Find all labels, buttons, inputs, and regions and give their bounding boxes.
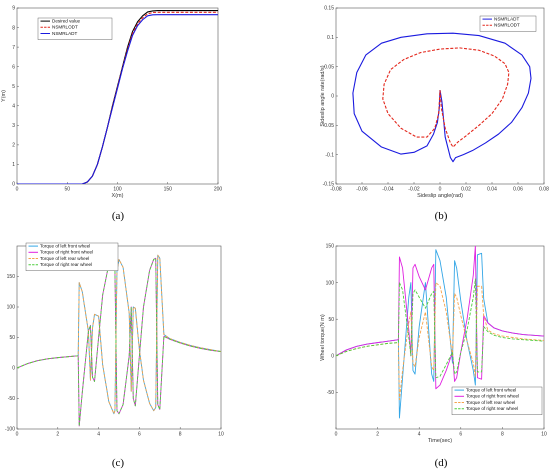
legend-box [25, 242, 119, 271]
y-tick-label: 0 [12, 366, 15, 372]
y-tick-label: 3 [12, 123, 15, 129]
x-tick-label: -0.08 [330, 187, 342, 193]
y-tick-label: 5 [12, 84, 15, 90]
x-tick-label: -0.04 [382, 187, 394, 193]
y-tick-label: 0 [331, 94, 334, 100]
legend-box [479, 15, 537, 32]
y-tick-label: 100 [7, 305, 16, 311]
x-tick-label: 6 [138, 432, 141, 438]
legend-box [451, 386, 543, 415]
legend-label: NSMRLODT [52, 25, 78, 30]
x-tick-label: 0 [335, 432, 338, 438]
legend-label: Torque of right rear wheel [466, 406, 518, 411]
chart-a: 0 50 100 150 200 0 1 2 3 4 5 6 7 8 9 X(m) Y(m) Desired va… [1, 6, 222, 222]
panel-caption: (c) [112, 457, 125, 469]
x-tick-label: 0.08 [539, 187, 549, 193]
series-line-3 [17, 14, 218, 184]
legend-label: Torque of left rear wheel [40, 256, 89, 261]
y-tick-label: 50 [328, 317, 334, 323]
chart-b: -0.08 -0.06 -0.04 -0.02 0 0.02 0.04 0.06 0.08 -0.… [320, 6, 549, 222]
legend-label: NSMRLODT [494, 23, 520, 28]
y-axis-label: Sideslip angle rate(rad/s) [320, 65, 326, 126]
x-tick-label: 0.02 [461, 187, 471, 193]
y-tick-label: 50 [9, 335, 15, 341]
y-axis-label: Y(m) [1, 90, 7, 102]
plot-frame [335, 245, 545, 430]
series-line-3 [17, 254, 221, 415]
legend-box [37, 17, 113, 40]
legend-label: Torque of left rear wheel [466, 400, 515, 405]
legend-label: Torque of right rear wheel [40, 262, 92, 267]
y-tick-label: 0 [12, 182, 15, 188]
y-tick-label: 9 [12, 6, 15, 12]
plot-frame [16, 245, 222, 430]
y-tick-label: -50 [8, 396, 15, 402]
panel-caption: (d) [435, 457, 448, 469]
x-tick-label: 2 [376, 432, 379, 438]
x-tick-label: 6 [459, 432, 462, 438]
y-axis-label: Wheel torque(N m) [320, 314, 326, 361]
x-tick-label: 150 [164, 187, 173, 193]
x-tick-label: 0 [16, 432, 19, 438]
x-tick-label: 8 [501, 432, 504, 438]
legend-label: Torque of left front wheel [40, 244, 90, 249]
x-tick-label: 2 [56, 432, 59, 438]
y-tick-label: 0.1 [327, 35, 334, 41]
series-line-2 [17, 257, 221, 427]
legend-label: NSMRLADT [494, 17, 519, 22]
y-tick-label: -50 [327, 390, 334, 396]
y-tick-label: -0.05 [323, 123, 335, 129]
series-line-1 [17, 254, 221, 415]
y-tick-label: -0.1 [325, 152, 334, 158]
x-tick-label: 4 [418, 432, 421, 438]
x-axis-label: Sideslip angle(rad) [417, 193, 463, 199]
x-axis-label: Time(sec) [428, 438, 452, 444]
y-tick-label: 6 [12, 64, 15, 70]
x-axis-label: X(m) [112, 193, 124, 199]
y-tick-label: 2 [12, 143, 15, 149]
y-tick-label: 0.15 [324, 6, 334, 12]
chart-d: 0 2 4 6 8 10 -50 0 50 100 150 Time(sec) Wheel torque… [320, 244, 547, 469]
x-tick-label: 0 [16, 187, 19, 193]
series-line-3 [336, 282, 544, 401]
x-tick-label: -0.02 [408, 187, 420, 193]
y-tick-label: 7 [12, 45, 15, 51]
y-tick-label: 1 [12, 162, 15, 168]
x-tick-label: 200 [214, 187, 223, 193]
legend-label: NSMRLADT [52, 31, 77, 36]
chart-c: 0 2 4 6 8 10 -100 -50 0 50 100 150 Torque of left fr… [5, 242, 224, 469]
x-tick-label: 50 [64, 187, 70, 193]
series-line-4 [336, 278, 544, 379]
y-tick-label: -100 [5, 427, 15, 433]
y-tick-label: 4 [12, 103, 15, 109]
x-tick-label: 10 [218, 432, 224, 438]
y-tick-label: 150 [326, 244, 335, 250]
x-tick-label: 0 [439, 187, 442, 193]
x-tick-label: 0.06 [513, 187, 523, 193]
x-tick-label: 0.04 [487, 187, 497, 193]
series-line-2 [336, 246, 544, 390]
y-tick-label: 100 [326, 280, 335, 286]
panel-caption: (a) [112, 210, 125, 222]
y-tick-label: 0.05 [324, 64, 334, 70]
panel-caption: (b) [435, 210, 448, 222]
y-tick-label: 0 [331, 354, 334, 360]
y-tick-label: -0.15 [323, 182, 335, 188]
series-line-1 [352, 32, 532, 163]
x-tick-label: 10 [541, 432, 547, 438]
x-tick-label: 8 [179, 432, 182, 438]
x-tick-label: 4 [97, 432, 100, 438]
x-tick-label: -0.06 [356, 187, 368, 193]
legend-label: Torque of right front wheel [466, 394, 519, 399]
x-tick-label: 100 [113, 187, 122, 193]
legend-label: Torque of left front wheel [466, 388, 516, 393]
series-line-4 [17, 257, 221, 427]
y-tick-label: 8 [12, 25, 15, 31]
legend-label: Desired value [52, 19, 81, 24]
y-tick-label: 150 [7, 274, 16, 280]
series-line-2 [382, 47, 510, 148]
legend-label: Torque of right front wheel [40, 250, 93, 255]
